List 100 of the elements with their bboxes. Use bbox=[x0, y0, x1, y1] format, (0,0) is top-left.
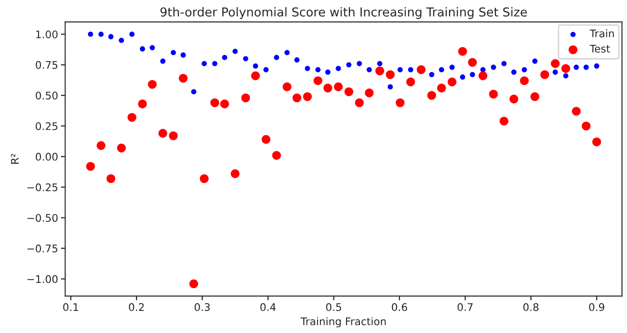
x-tick-label: 0.1 bbox=[63, 303, 78, 312]
point bbox=[386, 70, 395, 79]
point bbox=[274, 54, 280, 60]
point bbox=[315, 67, 321, 72]
point bbox=[550, 59, 560, 68]
point bbox=[323, 84, 332, 92]
point bbox=[232, 48, 238, 54]
point bbox=[292, 93, 302, 102]
point bbox=[532, 58, 538, 64]
y-tick-label: −0.25 bbox=[27, 183, 58, 192]
x-tick-label: 0.9 bbox=[589, 303, 604, 312]
point bbox=[406, 78, 416, 86]
point bbox=[138, 100, 147, 108]
point bbox=[540, 70, 550, 79]
point bbox=[388, 84, 393, 90]
point bbox=[117, 144, 126, 152]
x-tick-label: 0.3 bbox=[194, 303, 210, 312]
point bbox=[140, 46, 146, 52]
point bbox=[592, 137, 602, 146]
point bbox=[584, 64, 589, 70]
point bbox=[563, 73, 568, 78]
point bbox=[336, 66, 341, 72]
point bbox=[212, 60, 218, 66]
point bbox=[303, 92, 312, 101]
point bbox=[178, 74, 188, 83]
x-tick-label: 0.7 bbox=[458, 303, 473, 312]
y-tick-label: −0.75 bbox=[27, 244, 58, 252]
point bbox=[150, 45, 155, 50]
y-tick-label: 1.00 bbox=[36, 30, 58, 38]
x-tick-label: 0.5 bbox=[326, 303, 342, 312]
point bbox=[129, 32, 135, 37]
point bbox=[200, 174, 209, 183]
point bbox=[106, 174, 116, 183]
point bbox=[202, 60, 207, 66]
point bbox=[108, 34, 114, 40]
y-tick-label: −0.50 bbox=[27, 214, 58, 222]
point bbox=[427, 90, 436, 100]
point bbox=[366, 67, 372, 72]
point bbox=[243, 56, 248, 62]
x-tick-label: 0.2 bbox=[128, 303, 144, 312]
x-tick-label: 0.8 bbox=[523, 303, 539, 312]
point bbox=[449, 64, 455, 70]
y-tick-label: 0.50 bbox=[36, 92, 58, 100]
point bbox=[241, 93, 250, 102]
x-tick-label: 0.6 bbox=[392, 303, 408, 312]
point bbox=[346, 62, 352, 68]
point bbox=[470, 72, 476, 78]
point bbox=[314, 76, 322, 86]
y-tick-label: 0.75 bbox=[36, 61, 58, 69]
point bbox=[448, 78, 456, 86]
point bbox=[252, 63, 258, 69]
point bbox=[262, 135, 270, 144]
point bbox=[522, 67, 527, 72]
point bbox=[222, 54, 228, 60]
y-tick-label: −1.00 bbox=[27, 275, 58, 284]
point bbox=[168, 131, 178, 140]
point bbox=[478, 71, 488, 80]
point bbox=[552, 70, 558, 75]
point bbox=[263, 67, 269, 72]
point bbox=[561, 64, 570, 73]
point bbox=[408, 67, 414, 72]
y-tick-label: 0.00 bbox=[36, 152, 58, 161]
point bbox=[251, 71, 260, 80]
point bbox=[282, 82, 292, 92]
point bbox=[170, 50, 176, 56]
point bbox=[377, 60, 382, 66]
point bbox=[574, 64, 579, 70]
point bbox=[500, 116, 508, 126]
point bbox=[148, 80, 157, 89]
point bbox=[438, 67, 444, 72]
point bbox=[118, 38, 124, 43]
point bbox=[416, 65, 426, 74]
point bbox=[356, 60, 362, 66]
legend-label: Test bbox=[590, 44, 610, 53]
point bbox=[220, 100, 230, 108]
point bbox=[582, 122, 591, 130]
chart-title: 9th-order Polynomial Score with Increasing Training Set Size bbox=[160, 7, 527, 19]
point bbox=[334, 82, 343, 92]
point bbox=[375, 66, 384, 76]
y-tick-label: 0.25 bbox=[36, 122, 58, 130]
point bbox=[489, 90, 498, 99]
point bbox=[180, 52, 186, 58]
point bbox=[511, 70, 516, 75]
legend-label: Train bbox=[590, 29, 614, 38]
point bbox=[468, 58, 477, 67]
point bbox=[189, 279, 198, 288]
point bbox=[191, 89, 196, 94]
point bbox=[458, 46, 467, 56]
point bbox=[396, 98, 405, 108]
point bbox=[272, 150, 281, 160]
point bbox=[304, 66, 310, 72]
point bbox=[128, 113, 136, 122]
x-axis-title: Training Fraction bbox=[300, 317, 386, 328]
point bbox=[284, 50, 290, 56]
point bbox=[88, 32, 94, 37]
point bbox=[98, 32, 104, 37]
point bbox=[437, 84, 446, 92]
point bbox=[364, 88, 374, 98]
point bbox=[160, 58, 166, 64]
point bbox=[210, 98, 220, 108]
